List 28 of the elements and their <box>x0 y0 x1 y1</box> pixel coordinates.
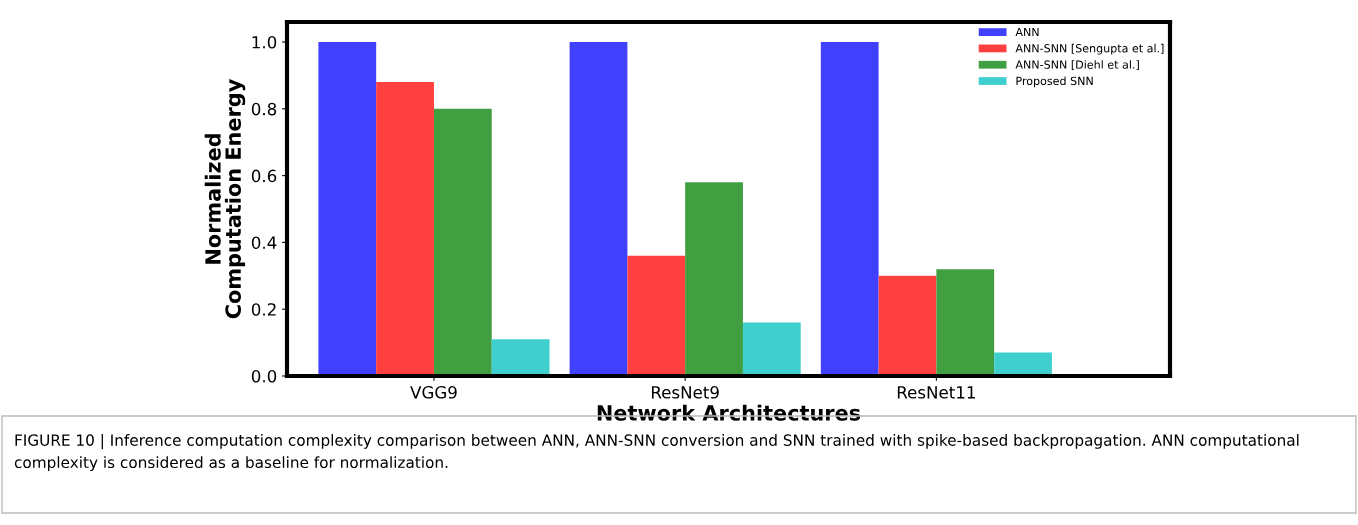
caption: FIGURE 10 | Inference computation complexity comparison between ANN, ANN-SNN conversion and SNN trained with spike-based backpropagation. ANN computational complexity is considered as a baseline for normalization. <box>14 434 1299 472</box>
bar <box>569 42 628 376</box>
bar <box>433 108 492 376</box>
y-tick-label: 0.4 <box>251 236 277 249</box>
x-tick-label: ResNet9 <box>651 386 719 399</box>
y-tick-label: 1.0 <box>252 36 277 49</box>
legend-label: ANN-SNN [Diehl et al.] <box>1015 60 1139 71</box>
y-tick-label: 0.6 <box>251 169 277 183</box>
bar <box>742 322 801 376</box>
bar <box>376 82 434 376</box>
bar <box>994 352 1052 376</box>
bar <box>820 42 879 376</box>
bar <box>936 269 995 376</box>
bar <box>491 339 550 376</box>
x-tick-label: ResNet11 <box>897 386 975 399</box>
x-axis-title: Network Architectures <box>597 404 861 421</box>
y-tick-label: 0.2 <box>251 303 276 316</box>
y-tick-label: 0.8 <box>251 102 277 116</box>
bar <box>318 42 377 376</box>
legend-label: ANN <box>1015 27 1039 36</box>
y-tick-label: 0.0 <box>251 369 277 383</box>
x-tick-label: VGG9 <box>410 386 457 399</box>
y-axis-title: Normalized Computation Energy <box>204 79 246 319</box>
legend-label: Proposed SNN <box>1016 76 1093 88</box>
legend-label: ANN-SNN [Sengupta et al.] <box>1015 43 1164 55</box>
bar <box>685 182 743 376</box>
bar <box>627 255 686 376</box>
bar <box>878 275 937 376</box>
